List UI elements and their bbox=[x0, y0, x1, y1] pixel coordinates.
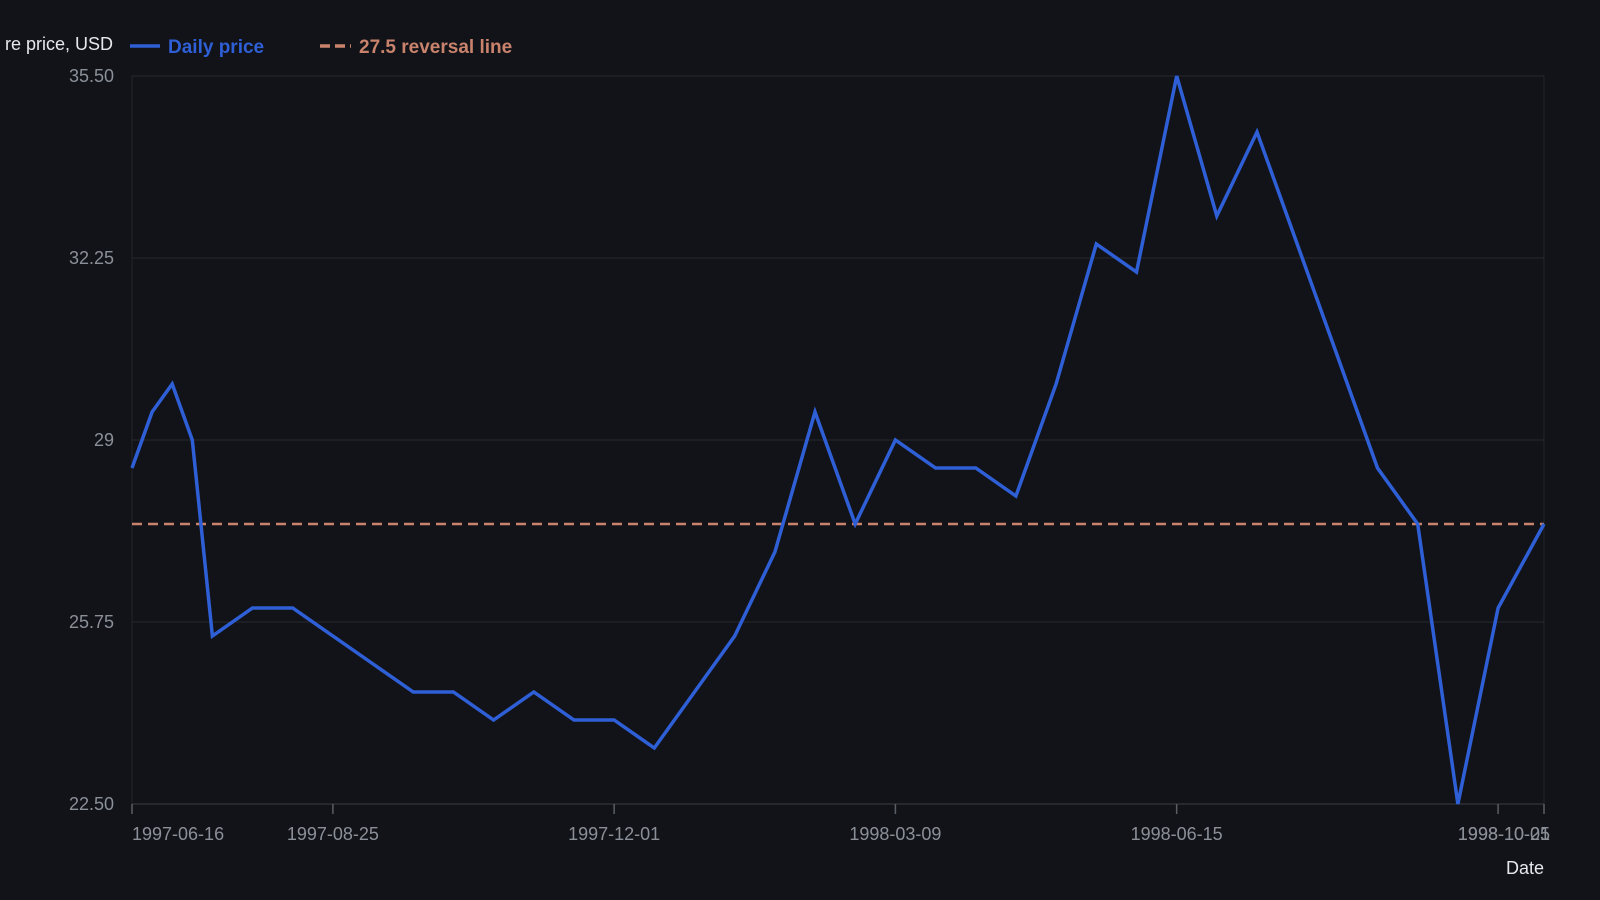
y-tick-label: 35.50 bbox=[69, 66, 114, 86]
x-tick-label: 1998-06-15 bbox=[1131, 824, 1223, 844]
legend-label-reversal-line: 27.5 reversal line bbox=[359, 37, 512, 58]
x-tick-label: 1998-10-05 bbox=[1458, 824, 1550, 844]
gridlines bbox=[131, 75, 1545, 805]
y-axis-ticks: 22.50 25.75 29 32.25 35.50 bbox=[69, 66, 114, 814]
price-series bbox=[130, 75, 1546, 805]
daily-price-line bbox=[130, 75, 1546, 805]
y-tick-label: 29 bbox=[94, 430, 114, 450]
x-tick-label: 1998-03-09 bbox=[849, 824, 941, 844]
y-tick-label: 25.75 bbox=[69, 612, 114, 632]
x-tick-label: 1997-12-01 bbox=[568, 824, 660, 844]
y-tick-label: 22.50 bbox=[69, 794, 114, 814]
x-tick-label: 1998-10-21 bbox=[1458, 824, 1550, 844]
x-tick-label: 1997-06-16 bbox=[132, 824, 224, 844]
y-tick-label: 32.25 bbox=[69, 248, 114, 268]
x-tick-label: 1997-08-25 bbox=[287, 824, 379, 844]
x-axis-title: Date bbox=[1506, 858, 1544, 878]
x-axis: 1997-06-16 1997-08-25 1997-12-01 1998-03-09… bbox=[131, 803, 1550, 844]
y-axis-title: re price, USD bbox=[5, 34, 113, 54]
legend: re price, USD Daily price 27.5 reversal … bbox=[5, 34, 512, 58]
legend-label-daily-price: Daily price bbox=[168, 37, 264, 58]
